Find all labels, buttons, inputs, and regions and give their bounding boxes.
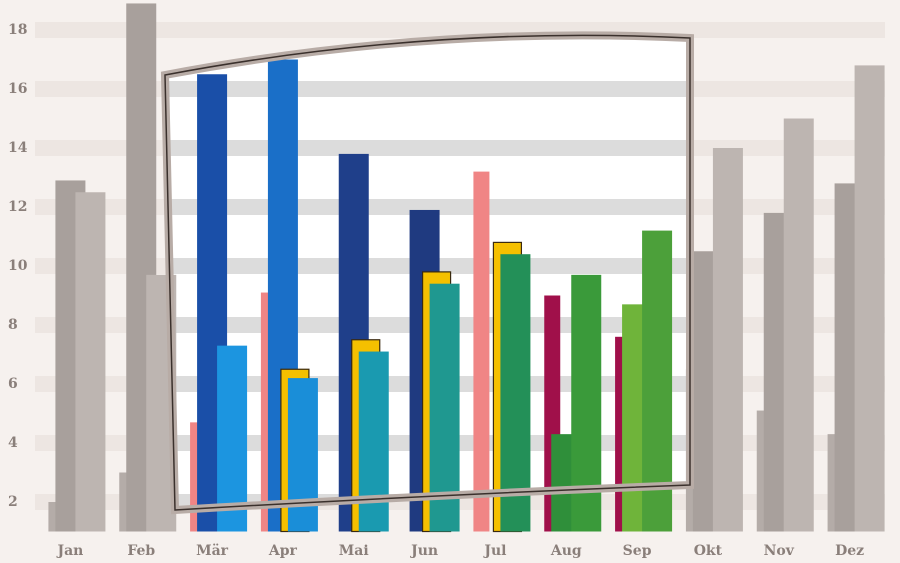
- y-tick-label: 4: [8, 435, 18, 451]
- x-tick-label: Jun: [409, 543, 438, 559]
- lens-edge: [164, 34, 691, 511]
- y-tick-label: 14: [8, 140, 28, 156]
- x-tick-label: Sep: [623, 543, 652, 559]
- labels: 2 4 6 8 10 12 14 16 18 Jan Feb Mär Apr Mai Jun Jul Aug Se…: [8, 22, 864, 559]
- bar: [473, 171, 490, 532]
- bar: [429, 283, 460, 532]
- y-tick-label: 8: [8, 317, 18, 333]
- bars: [48, 3, 885, 533]
- x-tick-label: Feb: [127, 543, 155, 559]
- bar: [854, 65, 885, 532]
- bar: [500, 254, 531, 532]
- y-tick-label: 18: [8, 22, 27, 38]
- y-tick-label: 6: [8, 376, 18, 392]
- x-tick-label: Nov: [764, 543, 795, 559]
- x-tick-label: Jul: [482, 543, 506, 559]
- y-tick-label: 16: [8, 81, 27, 97]
- bar: [287, 378, 318, 532]
- bar: [75, 192, 106, 532]
- x-tick-label: Dez: [835, 543, 864, 559]
- bar: [783, 118, 814, 532]
- y-tick-label: 10: [8, 258, 28, 274]
- y-tick-label: 12: [8, 199, 27, 215]
- bar: [642, 230, 673, 532]
- x-tick-label: Okt: [694, 543, 723, 559]
- x-tick-label: Apr: [268, 543, 298, 559]
- x-tick-label: Mär: [196, 543, 229, 559]
- bar: [712, 148, 743, 532]
- bar: [358, 351, 389, 532]
- y-tick-label: 2: [8, 494, 18, 510]
- x-tick-label: Aug: [550, 543, 582, 559]
- bar: [217, 345, 248, 532]
- x-tick-label: Jan: [55, 543, 83, 559]
- x-tick-label: Mai: [339, 543, 369, 559]
